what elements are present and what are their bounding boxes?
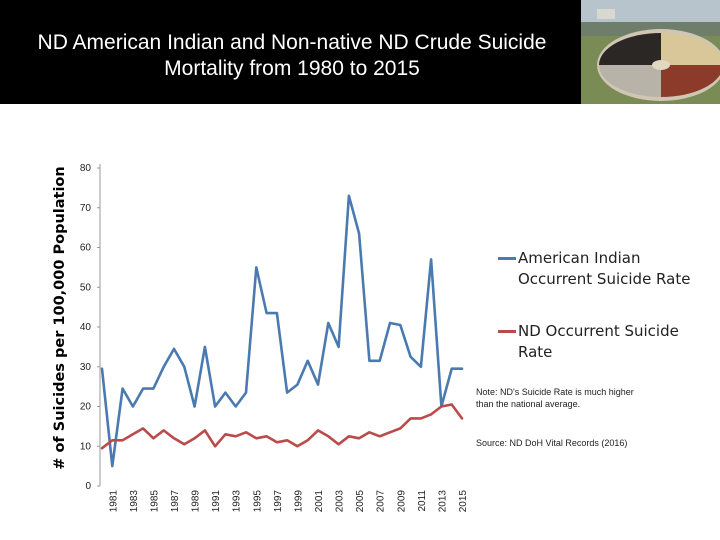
legend-label-nd: ND Occurrent Suicide Rate: [518, 322, 679, 361]
x-tick-label: 2009: [396, 490, 407, 513]
slide-title: ND American Indian and Non-native ND Cru…: [0, 30, 584, 82]
medicine-wheel-image: [581, 0, 720, 104]
x-tick-label: 1981: [108, 490, 119, 513]
legend-swatch-nd: [498, 330, 516, 333]
note-text: Note: ND's Suicide Rate is much higher t…: [476, 387, 634, 409]
x-tick-label: 2015: [458, 490, 469, 513]
title-line-2: Mortality from 1980 to 2015: [164, 57, 420, 80]
y-tick-label: 60: [80, 243, 92, 254]
x-tick-label: 1985: [149, 490, 160, 513]
wheel-quadrant-red: [661, 65, 720, 97]
x-tick-label: 1991: [211, 490, 222, 513]
x-tick-label: 1997: [273, 490, 284, 513]
chart-lines: [100, 194, 464, 468]
y-tick-label: 80: [80, 163, 92, 174]
title-line-1: ND American Indian and Non-native ND Cru…: [37, 31, 547, 54]
legend-label-american-indian: American Indian Occurrent Suicide Rate: [518, 249, 691, 288]
x-tick-label: 2013: [437, 490, 448, 513]
x-tick-label: 1983: [129, 490, 140, 513]
wheel-center: [652, 60, 670, 70]
medicine-wheel-photo: [581, 0, 720, 104]
wheel-quadrant-yellow: [661, 33, 720, 65]
x-tick-label: 2001: [314, 490, 325, 513]
wheel-quadrant-black: [599, 33, 661, 65]
x-tick-label: 1989: [191, 490, 202, 513]
x-tick-label: 1993: [232, 490, 243, 513]
y-tick-label: 70: [80, 203, 92, 214]
series-line-nd: [100, 403, 464, 450]
x-tick-label: 1999: [293, 490, 304, 513]
legend-item-american-indian: American Indian Occurrent Suicide Rate: [498, 248, 713, 292]
chart-axes: 0 10 20 30 40 50 60 70 80 1981 1983 1985 1987 1989 199…: [80, 163, 469, 512]
y-tick-label: 10: [80, 441, 92, 452]
x-tick-label: 2003: [335, 490, 346, 513]
y-tick-label: 0: [85, 481, 91, 492]
legend-swatch-american-indian: [498, 257, 516, 260]
photo-building: [597, 9, 615, 19]
x-tick-label: 2011: [417, 490, 428, 512]
legend-item-nd: ND Occurrent Suicide Rate: [498, 321, 713, 365]
y-tick-label: 20: [80, 402, 92, 413]
series-line-american-indian: [100, 194, 464, 468]
x-tick-label: 2005: [355, 490, 366, 513]
source-text: Source: ND DoH Vital Records (2016): [476, 438, 628, 448]
y-tick-label: 30: [80, 362, 92, 373]
y-tick-label: 50: [80, 282, 92, 293]
photo-sky-upper: [581, 0, 720, 22]
wheel-quadrant-white: [599, 65, 661, 97]
x-tick-label: 1987: [170, 490, 181, 513]
x-tick-label: 1995: [252, 490, 263, 513]
x-tick-label: 2007: [376, 490, 387, 513]
y-tick-label: 40: [80, 322, 92, 333]
